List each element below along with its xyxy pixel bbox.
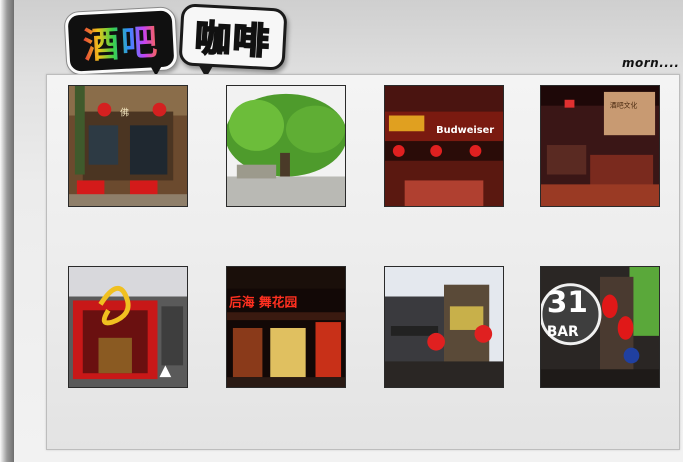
- thumb-bar-courtyard[interactable]: 佛: [68, 85, 188, 207]
- budweiser-bar-photo: Budweiser: [385, 86, 503, 206]
- red-gate-bar-photo: [69, 267, 187, 387]
- street-lanterns-photo: [385, 267, 503, 387]
- coffee-title-bubble[interactable]: 咖啡: [178, 3, 288, 71]
- thumb-tree-street[interactable]: [226, 85, 346, 207]
- thumb-budweiser-bar[interactable]: Budweiser: [384, 85, 504, 207]
- neon-garden-photo: 后海 舞花园: [227, 267, 345, 387]
- thumb-red-gate-bar[interactable]: [68, 266, 188, 388]
- bar-bubble-tail: [148, 62, 164, 76]
- interior-lounge-photo: 酒吧文化: [541, 86, 659, 206]
- thumb-neon-garden[interactable]: 后海 舞花园: [226, 266, 346, 388]
- courtyard-sign: 佛: [120, 107, 129, 119]
- thumb-street-lanterns[interactable]: [384, 266, 504, 388]
- budweiser-sign: Budweiser: [436, 125, 494, 136]
- bar-courtyard-photo: 佛: [69, 86, 187, 206]
- bar-31-number: 31: [547, 285, 588, 319]
- neon-garden-sign: 后海 舞花园: [229, 294, 297, 310]
- thumb-interior-lounge[interactable]: 酒吧文化: [540, 85, 660, 207]
- thumb-31-bar[interactable]: 31 BAR: [540, 266, 660, 388]
- more-link[interactable]: morn....: [622, 56, 680, 70]
- bar-31-word: BAR: [547, 324, 579, 340]
- bar-31-photo: 31 BAR: [541, 267, 659, 387]
- tree-street-photo: [227, 86, 345, 206]
- lounge-wall-sign: 酒吧文化: [610, 101, 638, 110]
- bar-title-text: 酒吧: [82, 13, 161, 69]
- left-edge-strip: [0, 0, 14, 462]
- coffee-title-text: 咖啡: [193, 17, 273, 64]
